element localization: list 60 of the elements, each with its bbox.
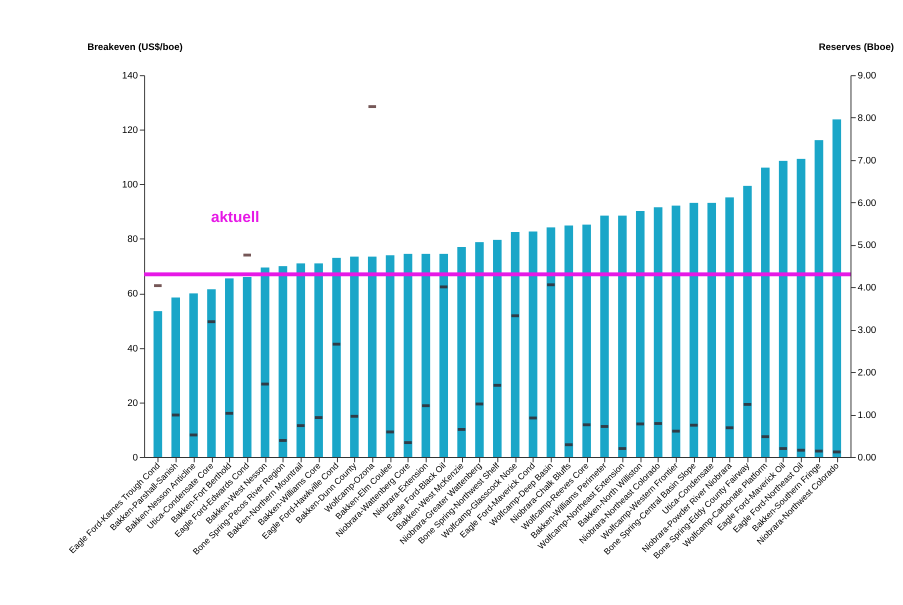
bar [368,256,377,458]
bar [546,227,556,458]
y-tick-label: 100 [122,180,138,191]
y-tick-label: 80 [127,234,138,246]
bar [314,263,323,458]
bar [439,254,448,458]
y2-tick-label: 3.00 [858,325,876,336]
bar [457,247,466,458]
bar [225,278,234,458]
bar [707,202,716,458]
bar [564,225,574,458]
bar [493,240,502,458]
bar [582,224,591,458]
y2-tick-label: 2.00 [858,368,876,379]
y-tick-label: 20 [127,398,138,409]
bar [743,186,752,458]
y2-tick-label: 7.00 [858,155,876,166]
bar [690,202,698,458]
bar [778,160,788,458]
bar [207,289,216,458]
bar [242,277,252,458]
bar [278,266,288,458]
y2-tick-label: 5.00 [858,240,876,252]
y-tick-label: 0 [132,452,138,464]
bar [761,168,770,458]
bar [636,211,645,458]
y-tick-label: 140 [122,70,138,82]
bar [618,216,627,458]
y-tick-label: 120 [122,125,138,136]
ref-line-label: aktuell [210,208,260,226]
y2-tick-label: 4.00 [858,282,876,294]
bar [475,242,484,458]
bar [422,254,430,458]
bar [725,197,734,458]
y-tick-label: 40 [127,343,138,354]
bar [296,263,306,458]
y2-tick-label: 9.00 [858,70,876,82]
bar [404,254,412,458]
bar [600,216,609,458]
bar [528,231,538,458]
bar [510,232,520,458]
bar [386,255,394,458]
bar [260,267,270,458]
bar [154,311,162,458]
bar [832,119,842,458]
y2-tick-label: 0.00 [858,452,876,464]
y-tick-label: 60 [127,288,138,300]
bar [350,256,359,458]
bar [814,140,824,458]
bar [672,206,680,458]
y2-tick-label: 6.00 [858,198,876,209]
y2-axis-title: Reserves (Bboe) [818,42,894,53]
bar [171,297,180,458]
bar [189,293,198,458]
bar [654,207,662,458]
y2-tick-label: 8.00 [858,112,876,124]
y2-tick-label: 1.00 [858,410,876,421]
y-axis-title: Breakeven (US$/boe) [87,42,183,53]
bar [332,258,341,458]
bar [796,158,806,458]
